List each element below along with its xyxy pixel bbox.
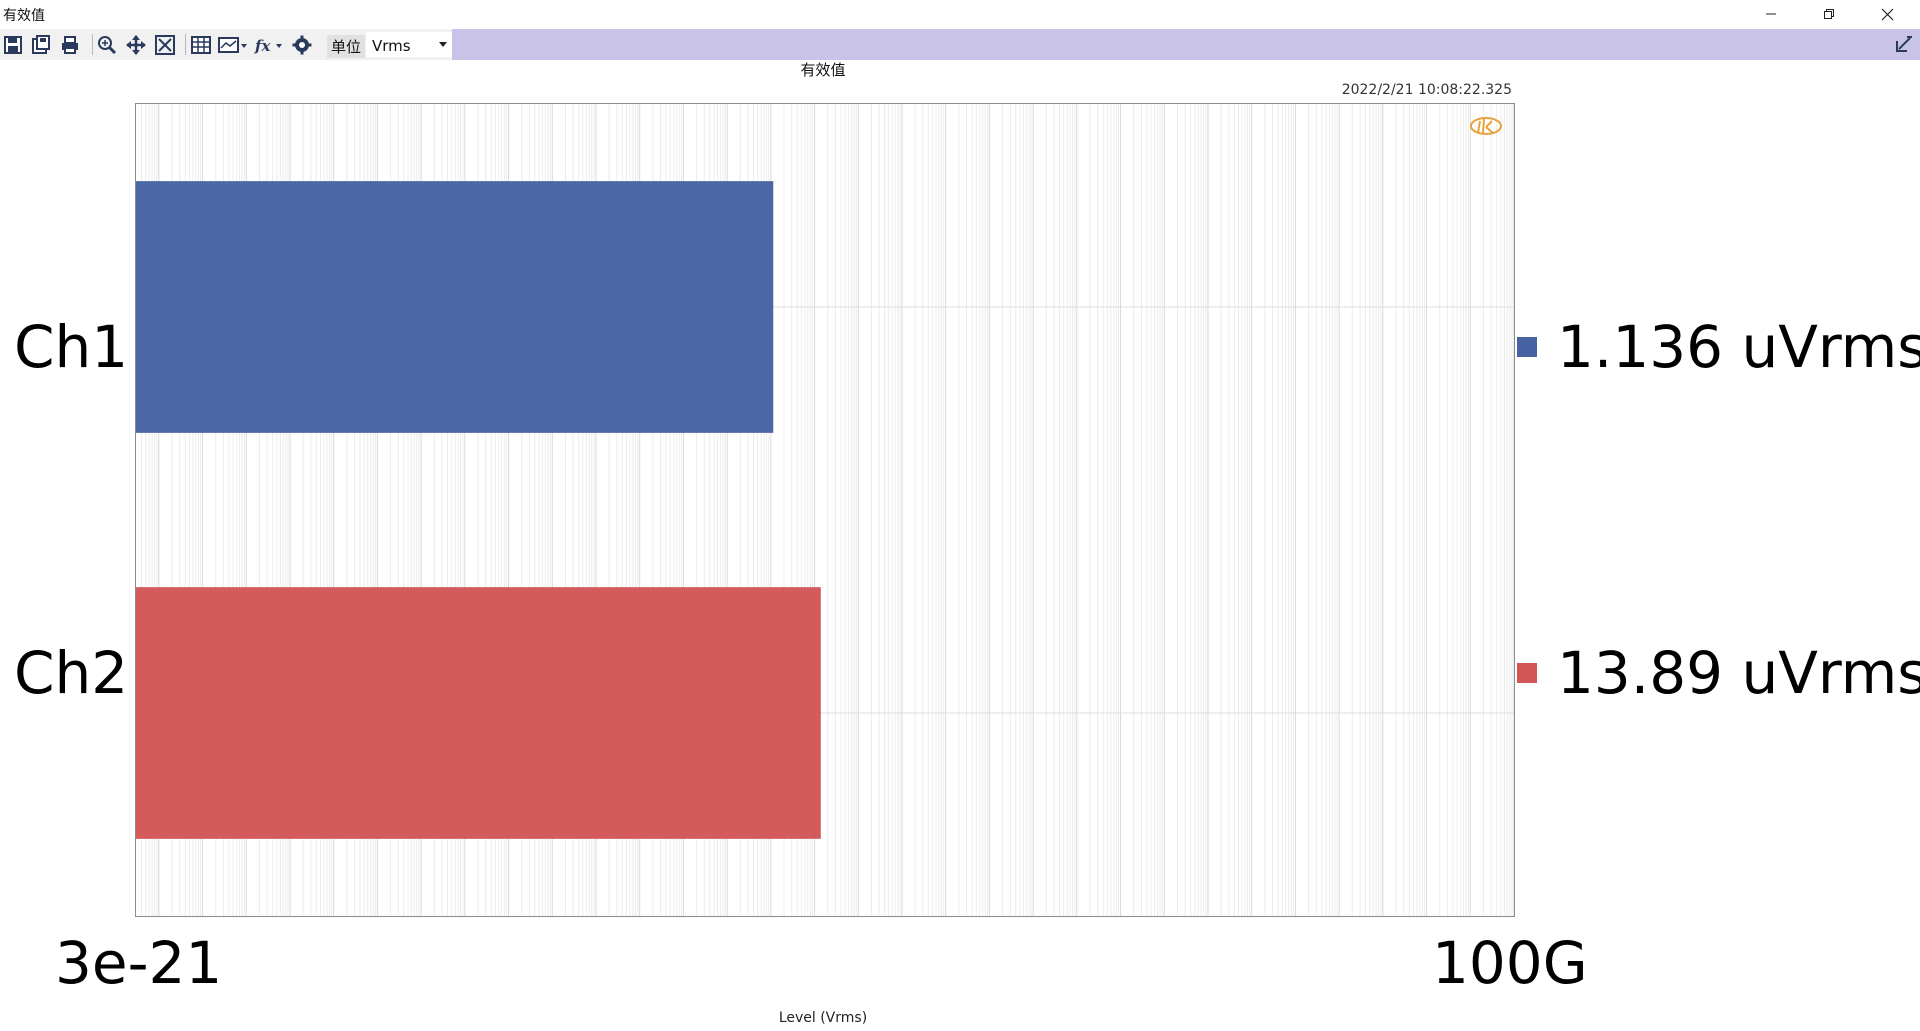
x-axis-title: Level (Vrms)	[778, 1010, 868, 1026]
chevron-down-icon	[439, 42, 447, 47]
category-label-ch1: Ch1	[14, 313, 129, 381]
table-button[interactable]	[189, 33, 213, 57]
unit-select-value: Vrms	[372, 37, 411, 55]
close-icon	[1881, 8, 1893, 20]
brand-logo	[1470, 117, 1502, 135]
function-icon: fx	[254, 37, 282, 55]
zoom-button[interactable]	[95, 33, 119, 57]
legend-item-ch1: 1.136 uVrms	[1517, 318, 1920, 376]
bar-ch1[interactable]	[136, 181, 774, 433]
dock-button[interactable]	[1893, 33, 1915, 55]
fit-icon	[155, 35, 175, 55]
save-button[interactable]	[1, 33, 25, 57]
chart-title: 有效值	[800, 61, 846, 79]
zoom-icon	[98, 36, 117, 55]
chart-timestamp: 2022/2/21 10:08:22.325	[1341, 82, 1512, 98]
legend-value-ch1: 1.136 uVrms	[1557, 313, 1920, 381]
pan-icon	[126, 35, 146, 55]
legend-swatch-ch1	[1517, 337, 1537, 357]
bar-ch2[interactable]	[136, 587, 821, 839]
unit-label: 单位	[327, 35, 366, 58]
category-label-ch2: Ch2	[14, 639, 129, 707]
save-as-button[interactable]	[29, 33, 53, 57]
save-icon	[4, 36, 22, 54]
restore-button[interactable]	[1800, 0, 1858, 28]
toolbar-separator	[92, 34, 93, 55]
svg-text:fx: fx	[254, 37, 271, 55]
window-title: 有效值	[3, 8, 45, 24]
settings-button[interactable]	[290, 33, 314, 57]
save-as-icon	[32, 35, 50, 54]
minimize-icon	[1766, 13, 1776, 15]
bar-chart	[136, 104, 1514, 916]
legend-value-ch2: 13.89 uVrms	[1557, 639, 1920, 707]
function-dropdown[interactable]: fx	[253, 33, 283, 57]
restore-icon	[1824, 9, 1834, 19]
x-axis-max-label: 100G	[1432, 929, 1588, 997]
toolbar-separator	[185, 34, 186, 55]
settings-icon	[292, 35, 312, 55]
print-icon	[62, 36, 78, 54]
plot-area[interactable]	[135, 103, 1515, 917]
legend-swatch-ch2	[1517, 663, 1537, 683]
title-bar: 有效值	[0, 0, 1920, 28]
dock-icon	[1896, 36, 1912, 52]
unit-select[interactable]: Vrms	[366, 32, 452, 57]
chart-type-dropdown[interactable]	[218, 33, 248, 57]
legend-item-ch2: 13.89 uVrms	[1517, 644, 1920, 702]
pan-button[interactable]	[124, 33, 148, 57]
table-icon	[191, 36, 211, 54]
x-axis-min-label: 3e-21	[55, 929, 223, 997]
chart-type-icon	[218, 37, 247, 53]
fit-button[interactable]	[153, 33, 177, 57]
print-button[interactable]	[58, 33, 82, 57]
minimize-button[interactable]	[1742, 0, 1800, 28]
toolbar: fx 单位 Vrms	[0, 29, 1920, 60]
close-button[interactable]	[1858, 0, 1916, 28]
